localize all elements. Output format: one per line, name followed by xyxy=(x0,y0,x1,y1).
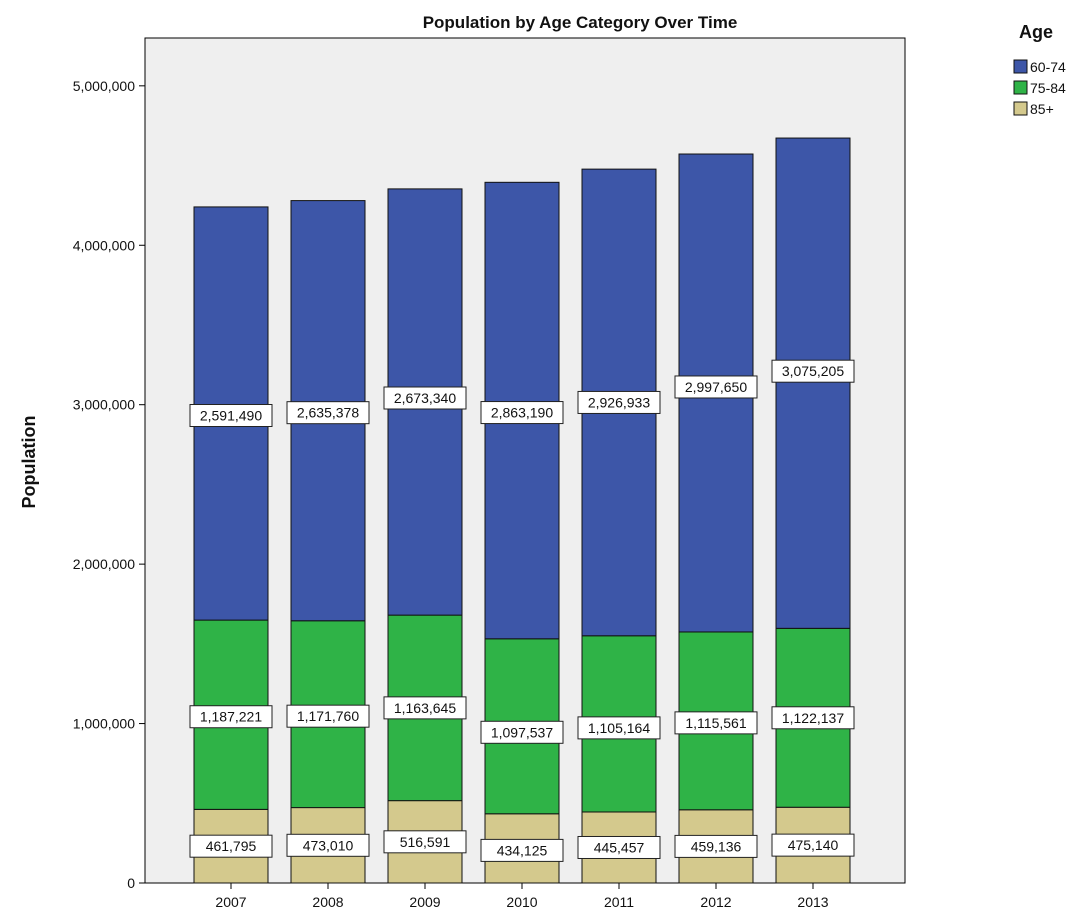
y-tick-label: 3,000,000 xyxy=(73,397,135,413)
legend-swatch xyxy=(1013,101,1028,116)
data-label-box xyxy=(674,711,758,735)
y-tick-label: 5,000,000 xyxy=(73,78,135,94)
data-label: 1,115,561 xyxy=(685,715,746,731)
y-tick-label: 2,000,000 xyxy=(73,556,135,572)
data-label-box xyxy=(383,386,467,410)
data-label: 516,591 xyxy=(400,834,451,850)
data-label-box xyxy=(480,720,564,744)
data-label: 1,122,137 xyxy=(782,710,844,726)
data-label: 475,140 xyxy=(788,837,839,853)
data-label-box xyxy=(286,833,370,857)
data-label: 2,926,933 xyxy=(588,394,650,410)
legend-label: 75-84 xyxy=(1030,80,1066,96)
plot-layer: 0 1,000,000 2,000,000 3,000,000 4,000,000 5,0… xyxy=(73,37,906,910)
x-tick-label: 2008 xyxy=(312,894,343,910)
data-label-box xyxy=(577,835,661,859)
data-label-box xyxy=(480,401,564,425)
data-label-box xyxy=(771,706,855,730)
data-label: 459,136 xyxy=(691,838,742,854)
data-label-box xyxy=(480,838,564,862)
data-label: 1,097,537 xyxy=(491,724,553,740)
legend: Age 60-74 75-84 85+ xyxy=(1013,22,1066,117)
data-label-box xyxy=(771,359,855,383)
x-tick-label: 2013 xyxy=(797,894,828,910)
data-label: 1,187,221 xyxy=(200,709,262,725)
data-label: 473,010 xyxy=(303,837,354,853)
y-axis-title: Population xyxy=(19,416,39,509)
legend-label: 85+ xyxy=(1030,101,1054,117)
data-label: 2,635,378 xyxy=(297,405,359,421)
data-label: 445,457 xyxy=(594,839,645,855)
data-label-box xyxy=(286,704,370,728)
data-label-box xyxy=(383,696,467,720)
data-label-box xyxy=(383,830,467,854)
y-axis-title-group: Population xyxy=(19,416,39,509)
chart-title: Population by Age Category Over Time xyxy=(423,13,738,32)
data-label-box xyxy=(674,834,758,858)
x-tick-label: 2009 xyxy=(409,894,440,910)
data-label: 2,591,490 xyxy=(200,408,262,424)
x-tick-label: 2007 xyxy=(215,894,246,910)
data-label: 3,075,205 xyxy=(782,363,844,379)
legend-swatch xyxy=(1013,80,1028,95)
y-tick-label: 4,000,000 xyxy=(73,237,135,253)
x-tick-label: 2012 xyxy=(700,894,731,910)
bar-segment-60-74 xyxy=(775,137,851,629)
legend-label: 60-74 xyxy=(1030,59,1066,75)
x-tick-label: 2010 xyxy=(506,894,537,910)
legend-swatch xyxy=(1013,59,1028,74)
y-tick-label: 1,000,000 xyxy=(73,716,135,732)
y-tick-label: 0 xyxy=(127,875,135,891)
data-label-box xyxy=(577,716,661,740)
legend-title: Age xyxy=(1019,22,1053,42)
data-label: 461,795 xyxy=(206,838,257,854)
x-tick-label: 2011 xyxy=(604,894,634,910)
data-label: 2,673,340 xyxy=(394,390,456,406)
data-label: 2,863,190 xyxy=(491,405,553,421)
data-label-box xyxy=(771,833,855,857)
data-label-box xyxy=(577,390,661,414)
data-label: 1,171,760 xyxy=(297,708,359,724)
data-label: 1,105,164 xyxy=(588,720,650,736)
data-label-box xyxy=(189,705,273,729)
data-label: 434,125 xyxy=(497,842,548,858)
data-label-box xyxy=(189,404,273,428)
data-label: 2,997,650 xyxy=(685,379,747,395)
data-label-box xyxy=(286,401,370,425)
data-label-box xyxy=(674,375,758,399)
data-label: 1,163,645 xyxy=(394,700,456,716)
data-label-box xyxy=(189,834,273,858)
